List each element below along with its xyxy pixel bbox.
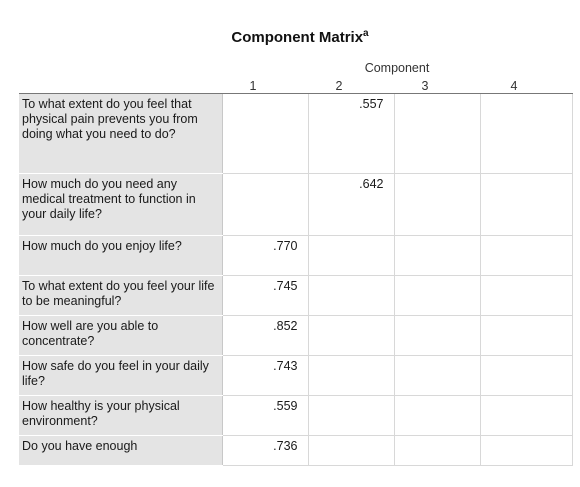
cell-value bbox=[222, 93, 309, 174]
cell-value bbox=[480, 355, 573, 396]
cell-value: .736 bbox=[222, 435, 309, 466]
cell-value bbox=[308, 435, 395, 466]
header-blank bbox=[19, 55, 222, 75]
table-row: Do you have enough .736 bbox=[19, 435, 573, 466]
component-matrix-table: Component 1 2 3 4 To what extent do you … bbox=[19, 55, 573, 466]
table-row: How healthy is your physical environment… bbox=[19, 395, 573, 436]
cell-value bbox=[308, 275, 395, 316]
cell-value bbox=[480, 275, 573, 316]
row-label: How safe do you feel in your daily life? bbox=[19, 355, 223, 396]
component-group-header: Component bbox=[364, 61, 430, 75]
cell-value: .852 bbox=[222, 315, 309, 356]
column-header-4: 4 bbox=[480, 75, 572, 94]
row-label: How healthy is your physical environment… bbox=[19, 395, 223, 436]
table-row: How safe do you feel in your daily life?… bbox=[19, 355, 573, 396]
row-label: Do you have enough bbox=[19, 435, 223, 466]
cell-value bbox=[480, 93, 573, 174]
group-header-row: Component bbox=[19, 55, 572, 75]
table-title: Component Matrixa bbox=[0, 28, 580, 46]
cell-value bbox=[394, 93, 481, 174]
row-label: How much do you enjoy life? bbox=[19, 235, 223, 276]
cell-value bbox=[308, 395, 395, 436]
column-header-row: 1 2 3 4 bbox=[19, 75, 572, 94]
column-header-1: 1 bbox=[222, 75, 308, 94]
row-label: How well are you able to concentrate? bbox=[19, 315, 223, 356]
cell-value bbox=[480, 173, 573, 236]
cell-value bbox=[480, 235, 573, 276]
title-text: Component Matrix bbox=[231, 29, 364, 46]
cell-value bbox=[222, 173, 309, 236]
column-header-2: 2 bbox=[308, 75, 394, 94]
cell-value bbox=[308, 315, 395, 356]
title-footnote-marker: a bbox=[363, 28, 369, 39]
header-blank bbox=[19, 75, 222, 94]
cell-value: .770 bbox=[222, 235, 309, 276]
cell-value bbox=[394, 315, 481, 356]
cell-value bbox=[308, 235, 395, 276]
row-label: To what extent do you feel that physical… bbox=[19, 93, 223, 174]
table-row: How much do you enjoy life? .770 bbox=[19, 235, 573, 276]
cell-value bbox=[480, 315, 573, 356]
column-header-3: 3 bbox=[394, 75, 480, 94]
cell-value: .743 bbox=[222, 355, 309, 396]
table-row: How well are you able to concentrate? .8… bbox=[19, 315, 573, 356]
table-row: To what extent do you feel that physical… bbox=[19, 93, 573, 174]
cell-value bbox=[480, 395, 573, 436]
cell-value bbox=[394, 355, 481, 396]
table-row: How much do you need any medical treatme… bbox=[19, 173, 573, 236]
cell-value bbox=[394, 275, 481, 316]
cell-value: .557 bbox=[308, 93, 395, 174]
cell-value bbox=[308, 355, 395, 396]
row-label: How much do you need any medical treatme… bbox=[19, 173, 223, 236]
cell-value: .642 bbox=[308, 173, 395, 236]
cell-value bbox=[394, 435, 481, 466]
cell-value bbox=[480, 435, 573, 466]
cell-value bbox=[394, 235, 481, 276]
cell-value bbox=[394, 395, 481, 436]
cell-value: .745 bbox=[222, 275, 309, 316]
table-row: To what extent do you feel your life to … bbox=[19, 275, 573, 316]
cell-value: .559 bbox=[222, 395, 309, 436]
row-label: To what extent do you feel your life to … bbox=[19, 275, 223, 316]
cell-value bbox=[394, 173, 481, 236]
